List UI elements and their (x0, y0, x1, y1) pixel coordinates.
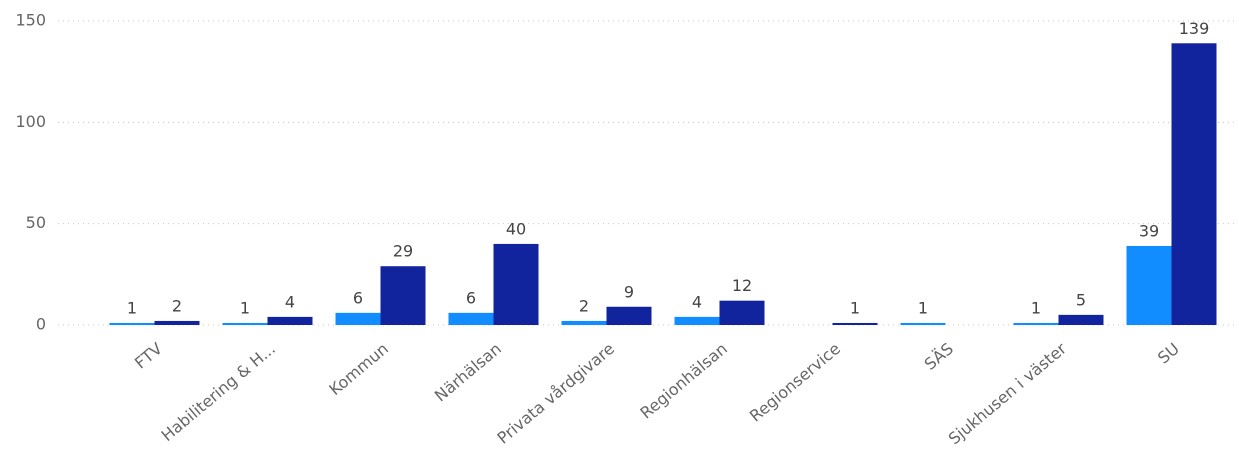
bar (1013, 322, 1059, 325)
x-tick-label: Privata vårdgivare (494, 339, 618, 448)
bar (154, 320, 200, 325)
x-tick-label: FTV (131, 339, 166, 373)
bar (267, 316, 313, 325)
bar (561, 320, 607, 325)
bar (674, 316, 720, 325)
x-tick-label: Habilitering & H... (158, 339, 279, 445)
data-label: 6 (466, 288, 476, 307)
bar (109, 322, 155, 325)
x-tick-label: Kommun (325, 339, 392, 399)
y-tick-label: 0 (36, 315, 46, 334)
data-label: 2 (579, 296, 589, 315)
data-label: 1 (1031, 298, 1041, 317)
x-tick-label: Sjukhusen i väster (945, 339, 1071, 449)
bar (900, 322, 946, 325)
data-label: 1 (850, 298, 860, 317)
data-label: 1 (240, 298, 250, 317)
data-label: 1 (127, 298, 137, 317)
data-label: 1 (918, 298, 928, 317)
x-tick-label: Regionservice (746, 339, 844, 426)
data-label: 4 (285, 292, 295, 311)
data-label: 5 (1076, 290, 1086, 309)
x-tick-label: SU (1154, 339, 1183, 368)
y-tick-label: 100 (15, 112, 46, 131)
y-tick-label: 150 (15, 11, 46, 30)
bar (606, 306, 652, 325)
data-label: 12 (732, 276, 752, 295)
bar (222, 322, 268, 325)
bar (1126, 245, 1172, 325)
data-label: 2 (172, 296, 182, 315)
data-label: 40 (506, 219, 526, 238)
data-label: 4 (692, 292, 702, 311)
bar (380, 266, 426, 325)
x-tick-label: Regionhälsan (636, 339, 731, 423)
y-tick-label: 50 (26, 213, 46, 232)
x-tick-label: SÄS (921, 339, 957, 374)
data-label: 39 (1139, 221, 1159, 240)
data-label: 29 (393, 242, 413, 261)
bar (1058, 314, 1104, 325)
bar (493, 243, 539, 325)
data-label: 6 (353, 288, 363, 307)
bar (335, 312, 381, 325)
bar (448, 312, 494, 325)
data-label: 9 (624, 282, 634, 301)
bar (719, 300, 765, 325)
x-tick-label: Närhälsan (431, 339, 505, 405)
bar (1171, 43, 1217, 325)
bar (832, 322, 878, 325)
data-label: 139 (1179, 19, 1210, 38)
